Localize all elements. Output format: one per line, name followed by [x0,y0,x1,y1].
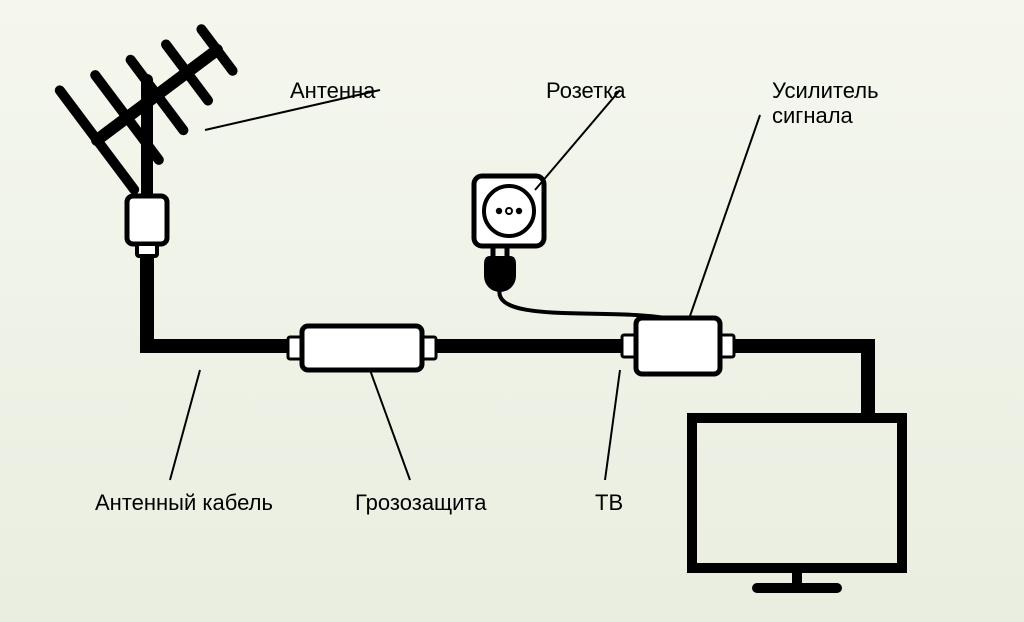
surge-protector [302,326,422,370]
label-surge: Грозозащита [355,490,487,515]
antenna-connector [127,196,167,244]
label-tv: ТВ [595,490,623,515]
label-antenna: Антенна [290,78,375,103]
signal-amplifier [636,318,720,374]
label-cable: Антенный кабель [95,490,273,515]
label-amplifier: Усилительсигнала [772,78,879,129]
label-socket: Розетка [546,78,625,103]
